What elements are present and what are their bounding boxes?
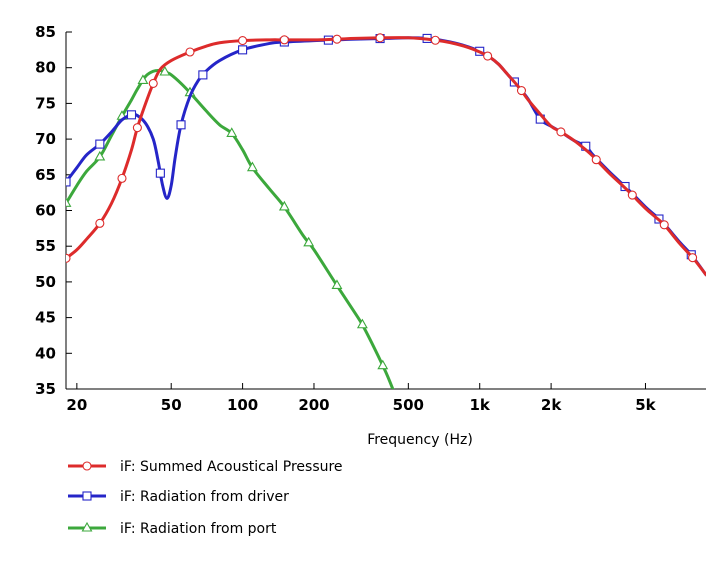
y-tick-label: 65 [35, 166, 56, 184]
x-tick-label: 2k [541, 396, 562, 414]
driver-radiation-marker [198, 70, 208, 80]
legend-summed-pressure-marker [82, 461, 92, 471]
port-radiation-marker [226, 127, 238, 137]
legend-item-summed-pressure: iF: Summed Acoustical Pressure [68, 459, 343, 475]
summed-pressure-marker [591, 155, 601, 165]
y-tick-label: 80 [35, 59, 56, 77]
series-layer [66, 33, 706, 389]
driver-radiation-marker [176, 120, 186, 130]
x-tick-label: 20 [66, 396, 87, 414]
summed-pressure-marker [148, 78, 158, 88]
y-tick-label: 45 [35, 309, 56, 327]
summed-pressure-marker [132, 123, 142, 133]
y-tick-label: 50 [35, 273, 56, 291]
summed-pressure-marker [483, 51, 493, 61]
summed-pressure-marker [688, 253, 698, 263]
port-radiation-marker [66, 197, 72, 207]
summed-pressure-marker [627, 190, 637, 200]
summed-pressure-line [66, 36, 706, 277]
port-radiation-marker [331, 279, 343, 290]
legend-label-summed-pressure: iF: Summed Acoustical Pressure [120, 459, 343, 475]
x-tick-label: 200 [298, 396, 329, 414]
driver-radiation-marker [155, 168, 165, 178]
summed-pressure-marker [185, 47, 195, 57]
y-tick-group: 85 80 75 70 65 60 55 50 45 40 35 [35, 23, 72, 398]
x-tick-label: 500 [393, 396, 424, 414]
legend-label-port-radiation: iF: Radiation from port [120, 521, 277, 537]
port-radiation-marker [303, 236, 315, 247]
legend-item-port-radiation: iF: Radiation from port [68, 521, 277, 537]
x-tick-label: 1k [470, 396, 491, 414]
legend-label-driver-radiation: iF: Radiation from driver [120, 489, 289, 505]
port-radiation-marker [137, 74, 149, 84]
port-radiation-marker [94, 150, 106, 161]
y-tick-label: 35 [35, 380, 56, 398]
legend: iF: Summed Acoustical Pressure iF: Radiat… [68, 459, 343, 537]
y-tick-label: 85 [35, 23, 56, 41]
port-radiation-marker [356, 318, 368, 329]
y-tick-label: 75 [35, 94, 56, 112]
summed-pressure-series [66, 33, 706, 277]
y-tick-label: 40 [35, 344, 56, 362]
x-tick-label: 50 [161, 396, 182, 414]
summed-pressure-marker [430, 35, 440, 45]
x-tick-group: 20 50 100 200 500 1k 2k 5k [66, 383, 657, 414]
summed-pressure-marker [375, 33, 385, 43]
port-radiation-marker [159, 65, 171, 76]
port-radiation-series [66, 65, 395, 389]
driver-radiation-marker [238, 45, 248, 55]
summed-pressure-marker [66, 253, 71, 263]
port-radiation-line [66, 68, 395, 389]
x-axis-title: Frequency (Hz) [367, 432, 473, 448]
legend-driver-radiation-marker [82, 491, 92, 501]
x-tick-label: 100 [227, 396, 258, 414]
port-radiation-marker [377, 359, 389, 370]
summed-pressure-marker [332, 34, 342, 44]
driver-radiation-marker [66, 177, 71, 187]
driver-radiation-marker [126, 110, 137, 120]
summed-pressure-marker [516, 85, 527, 96]
x-tick-label: 5k [635, 396, 656, 414]
y-tick-label: 55 [35, 237, 56, 255]
axes [65, 32, 706, 390]
port-radiation-marker [246, 161, 258, 172]
summed-pressure-marker [238, 36, 248, 46]
port-radiation-marker [278, 200, 290, 211]
legend-port-radiation-marker [81, 521, 93, 532]
legend-item-driver-radiation: iF: Radiation from driver [68, 489, 289, 505]
driver-radiation-marker [95, 139, 105, 149]
y-tick-label: 70 [35, 130, 56, 148]
summed-pressure-marker [279, 35, 289, 45]
summed-pressure-marker [556, 127, 566, 137]
summed-pressure-marker [95, 218, 105, 228]
y-tick-label: 60 [35, 202, 56, 220]
summed-pressure-marker [659, 220, 669, 230]
summed-pressure-marker [117, 173, 127, 183]
